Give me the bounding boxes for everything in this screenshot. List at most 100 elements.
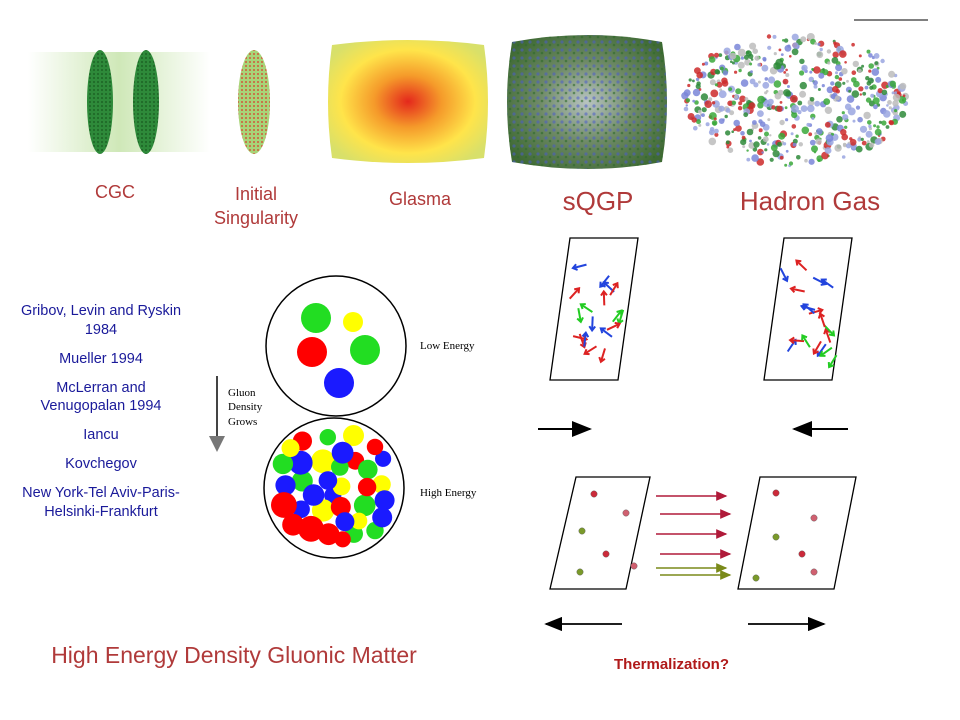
hadron-particle — [800, 36, 807, 43]
hadron-particle — [808, 132, 813, 137]
hadron-particle — [841, 133, 848, 141]
hadron-gas-image — [681, 19, 928, 168]
hadron-particle — [804, 158, 808, 163]
hadron-particle — [817, 88, 821, 91]
hadron-particle — [700, 93, 709, 101]
hadron-particle — [697, 109, 702, 114]
hadron-particle — [701, 62, 705, 66]
hadron-particle — [790, 95, 798, 103]
hadron-particle — [878, 120, 883, 124]
hadron-particle — [818, 72, 825, 79]
hadron-particle — [824, 147, 832, 154]
hadron-particle — [761, 64, 769, 72]
hadron-particle — [749, 139, 752, 143]
hadron-particle — [779, 101, 783, 104]
hadron-particle — [751, 154, 759, 162]
hadron-particle — [733, 94, 738, 99]
initial-singularity-image — [238, 50, 270, 154]
hadron-particle — [716, 81, 723, 88]
hadron-particle — [708, 97, 713, 102]
high-energy-label: High Energy — [420, 487, 477, 499]
hadron-particle — [792, 142, 797, 147]
hadron-particle — [798, 142, 803, 147]
hadron-particle — [729, 52, 737, 60]
hadron-particle — [757, 80, 761, 84]
hadron-particle — [731, 130, 734, 133]
hadron-particle — [757, 110, 764, 117]
hadron-particle — [711, 101, 716, 105]
hadron-particle — [814, 132, 818, 135]
gluon — [318, 471, 338, 490]
hadron-particle — [779, 119, 785, 126]
hadron-particle — [785, 149, 789, 153]
velocity-arrow — [819, 313, 826, 328]
hadron-particle — [782, 142, 787, 146]
stage-label-sqgp: sQGP — [562, 186, 634, 216]
hadron-particle — [784, 44, 792, 52]
hadron-particle — [813, 66, 821, 74]
hadron-particle — [708, 56, 716, 63]
hadron-particle — [833, 41, 837, 45]
hadron-particle — [873, 104, 878, 110]
hadron-particle — [791, 48, 799, 56]
hadron-particle — [718, 118, 725, 124]
hadron-particle — [847, 107, 856, 116]
hadron-particle — [729, 110, 735, 116]
hadron-particle — [888, 70, 896, 78]
hadron-particle — [799, 81, 807, 90]
hadron-particle — [851, 42, 855, 47]
hadron-particle — [737, 48, 746, 57]
gluon-blue-1 — [324, 368, 354, 398]
hadron-particle — [767, 98, 774, 105]
hadron-particle — [842, 114, 849, 121]
hadron-particle — [795, 134, 799, 138]
hadron-particle — [799, 58, 805, 64]
gluon-yellow-1 — [343, 312, 363, 332]
hadron-particle — [881, 89, 888, 96]
gluon — [335, 512, 355, 532]
hadron-particle — [735, 125, 742, 132]
hadron-particle — [866, 140, 870, 144]
gluon — [298, 515, 324, 542]
hadron-particle — [885, 125, 890, 129]
hadron-particle — [871, 68, 880, 76]
hadron-particle — [749, 78, 756, 85]
hadron-particle — [810, 113, 816, 120]
hadron-particle — [809, 97, 815, 102]
hadron-particle — [816, 128, 823, 135]
hadron-particle — [685, 98, 691, 103]
velocity-arrow — [828, 354, 838, 368]
hadron-particle — [887, 100, 892, 105]
hadron-particle — [714, 83, 719, 87]
hadron-particle — [725, 107, 731, 113]
hadron-particle — [750, 70, 753, 74]
hadron-particle — [819, 47, 823, 52]
hadron-particle — [861, 140, 867, 146]
hadron-particle — [714, 128, 719, 134]
hadron-particle — [757, 63, 761, 67]
main-title: High Energy Density Gluonic Matter — [51, 642, 417, 668]
hadron-particle — [808, 76, 814, 83]
hadron-particle — [731, 61, 735, 65]
hadron-particle — [870, 93, 875, 98]
hadron-particle — [695, 77, 700, 82]
hadron-particle — [776, 105, 783, 113]
hadron-particle — [838, 77, 843, 81]
hadron-particle — [790, 132, 794, 136]
hadron-particle — [886, 104, 889, 107]
hadron-particle — [757, 95, 765, 104]
hadron-particle — [683, 89, 691, 97]
gluon — [330, 496, 351, 517]
hadron-particle — [764, 77, 769, 81]
velocity-arrow — [618, 309, 625, 324]
gluon — [275, 475, 296, 496]
hadron-particle — [789, 55, 792, 58]
hadron-particle — [826, 49, 832, 54]
hadron-particle — [873, 124, 877, 128]
hadron-particle — [874, 61, 879, 65]
velocity-arrow — [609, 282, 619, 296]
hadron-particle — [734, 70, 738, 74]
hadron-particle — [746, 128, 754, 136]
hadron-particle — [764, 131, 769, 137]
